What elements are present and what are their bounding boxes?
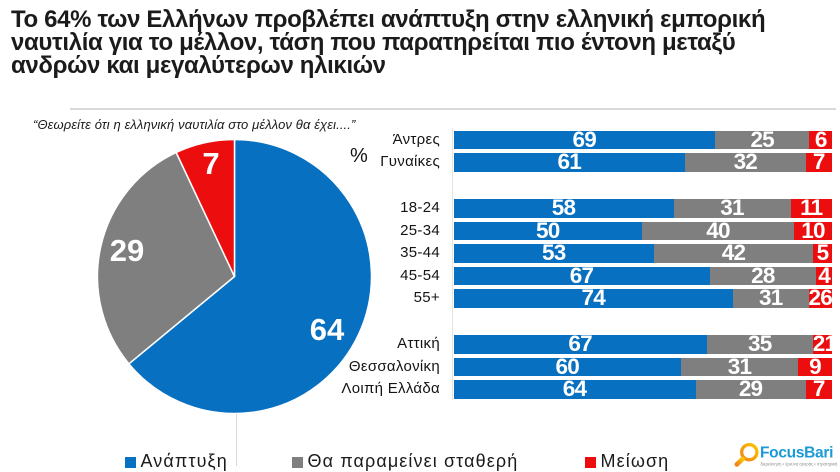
svg-text:FocusBari: FocusBari [760,445,833,462]
svg-text:διερεύνηση ▪ έρευνα αγοράς ▪ σ: διερεύνηση ▪ έρευνα αγοράς ▪ στρατηγική [761,462,839,467]
